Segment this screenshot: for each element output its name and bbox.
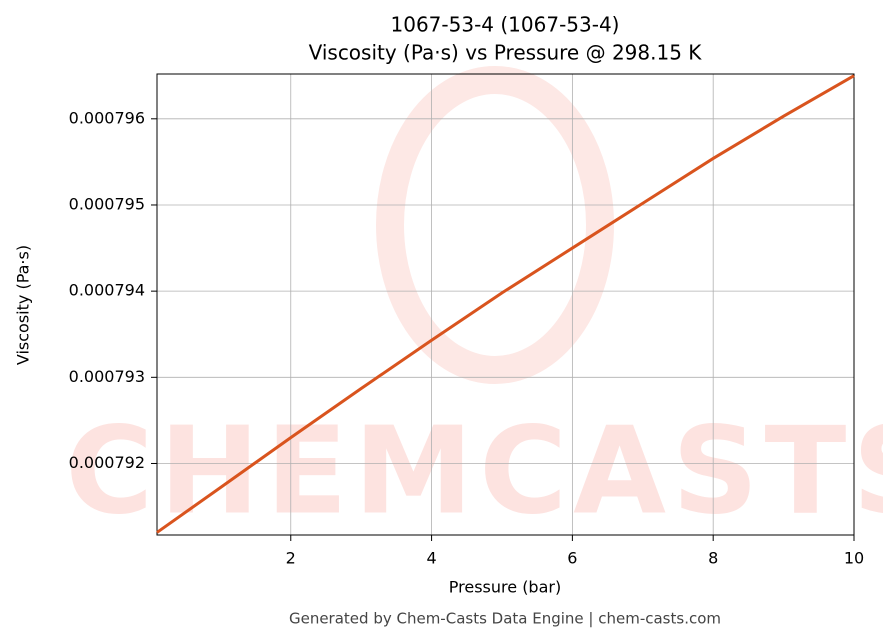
x-tick-label: 6	[567, 549, 577, 568]
y-axis-label: Viscosity (Pa·s)	[14, 245, 33, 365]
y-tick-label: 0.000795	[69, 194, 145, 213]
x-tick-label: 4	[426, 549, 436, 568]
x-tick-label: 10	[844, 549, 864, 568]
x-tick-label: 8	[708, 549, 718, 568]
x-tick-label: 2	[286, 549, 296, 568]
y-tick-label: 0.000794	[69, 281, 145, 300]
y-tick-label: 0.000792	[69, 453, 145, 472]
chart-title: 1067-53-4 (1067-53-4)	[391, 13, 620, 37]
chart-subtitle: Viscosity (Pa·s) vs Pressure @ 298.15 K	[309, 41, 703, 65]
data-line	[156, 74, 855, 534]
watermark: CHEMCASTS	[65, 403, 883, 542]
y-tick-label: 0.000796	[69, 108, 145, 127]
x-axis-label: Pressure (bar)	[449, 578, 561, 597]
plot-frame	[156, 73, 855, 536]
footer: Generated by Chem-Casts Data Engine | ch…	[289, 610, 721, 628]
y-tick-label: 0.000793	[69, 367, 145, 386]
watermark-logo	[376, 66, 614, 384]
